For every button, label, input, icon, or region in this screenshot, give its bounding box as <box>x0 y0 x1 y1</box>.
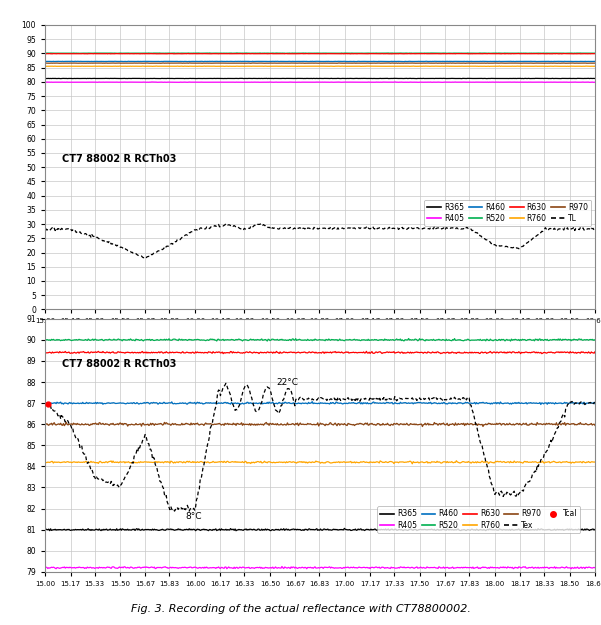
Legend: R365, R405, R460, R520, R630, R760, R970, TL: R365, R405, R460, R520, R630, R760, R970… <box>424 199 591 226</box>
Text: Fig. 3. Recording of the actual reflectance with CT78800002.: Fig. 3. Recording of the actual reflecta… <box>130 604 471 614</box>
Legend: R365, R405, R460, R520, R630, R760, R970, Tex, Tcal: R365, R405, R460, R520, R630, R760, R970… <box>377 506 580 532</box>
Text: 8°C: 8°C <box>185 512 202 521</box>
Text: 22°C: 22°C <box>276 378 298 386</box>
Text: CT7 88002 R RCTh03: CT7 88002 R RCTh03 <box>61 359 176 369</box>
Text: CT7 88002 R RCTh03: CT7 88002 R RCTh03 <box>61 154 176 164</box>
